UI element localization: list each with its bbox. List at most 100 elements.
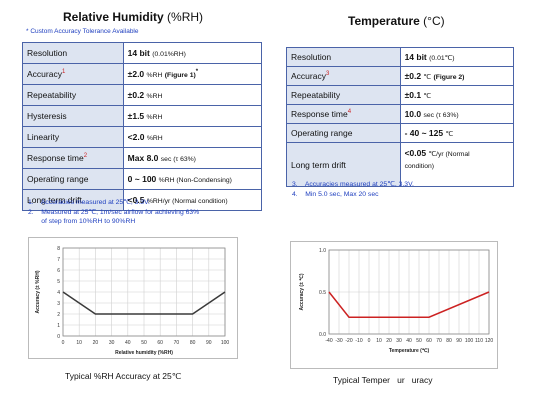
- x-tick-label: 70: [174, 340, 180, 346]
- value-repeatability: ±0.1 ℃: [399, 85, 515, 105]
- y-axis-label: Accuracy (± %RH): [35, 270, 41, 313]
- footnote-marker: 4: [347, 109, 352, 116]
- table-row: Hysteresis ±1.5 %RH: [22, 105, 263, 127]
- param-response-time: Response time4: [286, 104, 401, 124]
- y-tick-label: 6: [57, 268, 60, 274]
- param-resolution: Resolution: [286, 47, 401, 67]
- value-resolution: 14 bit (0.01%RH): [122, 42, 263, 64]
- y-tick-label: 3: [57, 301, 60, 307]
- humidity-notes: 1. Accuracies measured at 25℃, 3.3V. 2. …: [28, 198, 199, 227]
- x-tick-label: 10: [76, 340, 82, 346]
- param-accuracy: Accuracy3: [286, 66, 401, 86]
- value-accuracy: ±2.0 %RH (Figure 1)*: [122, 63, 263, 85]
- y-tick-label: 0.0: [319, 332, 326, 338]
- x-tick-label: 70: [436, 338, 442, 344]
- y-tick-label: 0: [57, 334, 60, 340]
- note-1: 1. Accuracies measured at 25℃, 3.3V.: [28, 199, 150, 206]
- y-tick-label: 7: [57, 257, 60, 263]
- table-row: Long term drift <0.5 %RH/yr (Normal cond…: [22, 189, 263, 211]
- x-tick-label: 40: [406, 338, 412, 344]
- x-axis-label: Relative humidity (%RH): [115, 350, 173, 356]
- x-tick-label: 60: [157, 340, 163, 346]
- x-tick-label: -30: [335, 338, 342, 344]
- param-hysteresis: Hysteresis: [22, 105, 124, 127]
- value-long-term-drift: <0.05 ℃/yr (Normal condition): [399, 142, 515, 187]
- x-tick-label: 40: [125, 340, 131, 346]
- series-line: [328, 291, 490, 318]
- humidity-spec-table: Resolution 14 bit (0.01%RH) Accuracy1 ±2…: [22, 42, 263, 211]
- temperature-spec-table: Resolution 14 bit (0.01℃) Accuracy3 ±0.2…: [286, 47, 515, 187]
- x-tick-label: 30: [109, 340, 115, 346]
- temperature-title: Temperature (°C): [348, 14, 445, 28]
- note-2: 2. Measured at 25℃, 1m/sec airflow for a…: [28, 208, 200, 216]
- x-tick-label: 100: [465, 338, 474, 344]
- temperature-chart-svg: -40 -30 -20 -10 0 10 20 30 40 50 60 70 80 90 100 110 120…: [298, 248, 494, 354]
- value-resolution: 14 bit (0.01℃): [399, 47, 515, 67]
- table-row: Operating range 0 ~ 100 %RH (Non-Condens…: [22, 168, 263, 190]
- footnote-marker: 1: [61, 69, 66, 76]
- value-response-time: Max 8.0 sec (τ 63%): [122, 147, 263, 169]
- y-tick-label: 0.5: [319, 290, 326, 296]
- value-linearity: <2.0 %RH: [122, 126, 263, 148]
- table-row: Response time4 10.0 sec (τ 63%): [286, 104, 515, 124]
- param-accuracy: Accuracy1: [22, 63, 124, 85]
- note-2-cont: of step from 10%RH to 90%RH: [28, 218, 136, 225]
- x-tick-label: 90: [206, 340, 212, 346]
- value-operating-range: - 40 ~ 125 ℃: [399, 123, 515, 143]
- table-row: Linearity <2.0 %RH: [22, 126, 263, 148]
- table-row: Repeatability ±0.2 %RH: [22, 84, 263, 106]
- table-row: Accuracy1 ±2.0 %RH (Figure 1)*: [22, 63, 263, 85]
- note-3: 3. Accuracies measured at 25℃, 3.3V.: [292, 181, 414, 188]
- value-hysteresis: ±1.5 %RH: [122, 105, 263, 127]
- param-operating-range: Operating range: [286, 123, 401, 143]
- y-axis-label: Accuracy (± ℃): [298, 273, 305, 310]
- footnote-marker: 3: [325, 71, 330, 78]
- x-tick-label: 20: [386, 338, 392, 344]
- value-operating-range: 0 ~ 100 %RH (Non-Condensing): [122, 168, 263, 190]
- y-tick-label: 4: [57, 290, 60, 296]
- x-tick-label: 100: [221, 340, 230, 346]
- value-response-time: 10.0 sec (τ 63%): [399, 104, 515, 124]
- y-tick-label: 1.0: [319, 248, 326, 254]
- x-tick-label: 110: [475, 338, 483, 344]
- param-resolution: Resolution: [22, 42, 124, 64]
- table-row: Resolution 14 bit (0.01%RH): [22, 42, 263, 64]
- x-tick-label: 80: [446, 338, 452, 344]
- x-tick-label: -40: [325, 338, 332, 344]
- param-long-term-drift: Long term drift: [286, 142, 401, 187]
- humidity-title-unit: (%RH): [167, 10, 204, 24]
- param-repeatability: Repeatability: [286, 85, 401, 105]
- x-tick-label: 50: [141, 340, 147, 346]
- x-tick-label: 20: [93, 340, 99, 346]
- x-tick-label: 0: [368, 338, 371, 344]
- x-tick-label: 30: [396, 338, 402, 344]
- temperature-title-text: Temperature: [348, 14, 420, 28]
- x-tick-label: 120: [485, 338, 494, 344]
- humidity-chart-svg: 0 10 20 30 40 50 60 70 80 90 100 0 1 2 3 4 5 6 7 8 Relative …: [35, 246, 230, 356]
- y-tick-label: 1: [57, 323, 60, 329]
- table-row: Repeatability ±0.1 ℃: [286, 85, 515, 105]
- humidity-accuracy-chart: 0 10 20 30 40 50 60 70 80 90 100 0 1 2 3 4 5 6 7 8 Relative …: [28, 237, 238, 359]
- param-repeatability: Repeatability: [22, 84, 124, 106]
- x-tick-label: 0: [62, 340, 65, 346]
- param-long-term-drift: Long term drift: [22, 189, 124, 211]
- y-tick-label: 5: [57, 279, 60, 285]
- value-long-term-drift: <0.5 %RH/yr (Normal condition): [122, 189, 263, 211]
- x-tick-label: 90: [456, 338, 462, 344]
- temperature-accuracy-chart: -40 -30 -20 -10 0 10 20 30 40 50 60 70 80 90 100 110 120…: [290, 241, 498, 369]
- value-accuracy: ±0.2 ℃ (Figure 2): [399, 66, 515, 86]
- table-row: Resolution 14 bit (0.01℃): [286, 47, 515, 67]
- footnote-marker: 2: [83, 153, 88, 160]
- series-line: [62, 291, 226, 315]
- table-row: Response time2 Max 8.0 sec (τ 63%): [22, 147, 263, 169]
- table-row: Long term drift <0.05 ℃/yr (Normal condit…: [286, 142, 515, 187]
- temperature-chart-caption: Typical Temper ur uracy: [333, 375, 433, 385]
- param-operating-range: Operating range: [22, 168, 124, 190]
- humidity-title: Relative Humidity (%RH): [63, 10, 203, 24]
- x-axis-label: Temperature (℃): [389, 347, 430, 354]
- y-tick-label: 2: [57, 312, 60, 318]
- note-4: 4. Min 5.0 sec, Max 20 sec: [292, 190, 379, 198]
- param-linearity: Linearity: [22, 126, 124, 148]
- x-tick-label: 10: [376, 338, 382, 344]
- y-tick-label: 8: [57, 246, 60, 252]
